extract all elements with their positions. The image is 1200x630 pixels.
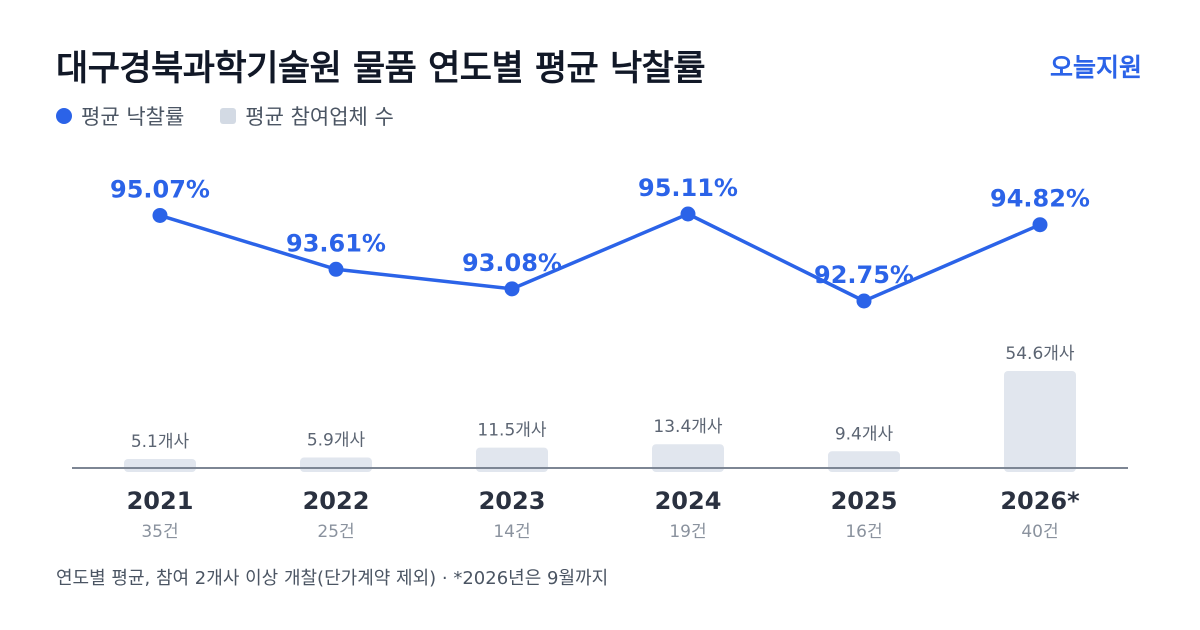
chart-legend: 평균 낙찰률 평균 참여업체 수 xyxy=(56,101,430,131)
bar-label-2024: 13.4개사 xyxy=(653,417,722,437)
rate-label-2023: 93.08% xyxy=(462,249,562,277)
x-count-label-2026*: 40건 xyxy=(1021,522,1058,542)
bar-label-2021: 5.1개사 xyxy=(131,432,190,452)
x-count-label-2022: 25건 xyxy=(317,522,354,542)
brand-logo[interactable]: 오늘지원 xyxy=(1049,53,1142,82)
rate-point-2022 xyxy=(328,261,344,277)
x-count-label-2024: 19건 xyxy=(669,522,706,542)
rate-line xyxy=(159,212,1041,303)
x-tick-label-2022: 2022 xyxy=(303,487,370,515)
rate-point-2023 xyxy=(504,281,520,297)
rate-label-2024: 95.11% xyxy=(638,174,738,202)
legend-label-bidders: 평균 참여업체 수 xyxy=(245,105,394,129)
rate-label-2026*: 94.82% xyxy=(990,185,1090,213)
x-tick-label-2023: 2023 xyxy=(479,487,546,515)
x-tick-label-2024: 2024 xyxy=(655,487,722,515)
chart-title: 대구경북과학기술원 물품 연도별 평균 낙찰률 xyxy=(56,49,706,89)
bar-2021 xyxy=(124,458,196,472)
rate-point-2021 xyxy=(152,207,168,223)
legend-item-rate: 평균 낙찰률 xyxy=(56,101,184,131)
bar-2025 xyxy=(828,451,900,472)
bar-label-2025: 9.4개사 xyxy=(835,424,894,444)
rate-point-2026* xyxy=(1032,217,1048,233)
bar-label-2022: 5.9개사 xyxy=(307,431,366,451)
rate-label-2022: 93.61% xyxy=(286,229,386,257)
bar-2024 xyxy=(652,444,724,472)
circle-marker-icon xyxy=(56,108,72,124)
bar-2026* xyxy=(1004,371,1076,472)
x-count-label-2023: 14건 xyxy=(493,522,530,542)
bar-label-2026*: 54.6개사 xyxy=(1005,344,1074,364)
footnote: 연도별 평균, 참여 2개사 이상 개찰(단가계약 제외) · *2026년은 … xyxy=(56,568,609,589)
rate-label-2021: 95.07% xyxy=(110,175,210,203)
x-count-label-2025: 16건 xyxy=(845,522,882,542)
legend-label-rate: 평균 낙찰률 xyxy=(81,105,185,129)
x-tick-label-2025: 2025 xyxy=(831,487,898,515)
square-marker-icon xyxy=(220,108,237,124)
x-tick-label-2026*: 2026* xyxy=(1000,487,1080,515)
x-tick-label-2021: 2021 xyxy=(127,487,194,515)
rate-label-2025: 92.75% xyxy=(814,261,914,289)
x-count-label-2021: 35건 xyxy=(141,522,178,542)
rate-point-2024 xyxy=(680,206,696,222)
legend-item-bidders: 평균 참여업체 수 xyxy=(220,101,394,131)
bar-label-2023: 11.5개사 xyxy=(477,421,546,441)
bar-2023 xyxy=(476,447,548,472)
bar-2022 xyxy=(300,457,372,472)
rate-point-2025 xyxy=(856,293,872,309)
